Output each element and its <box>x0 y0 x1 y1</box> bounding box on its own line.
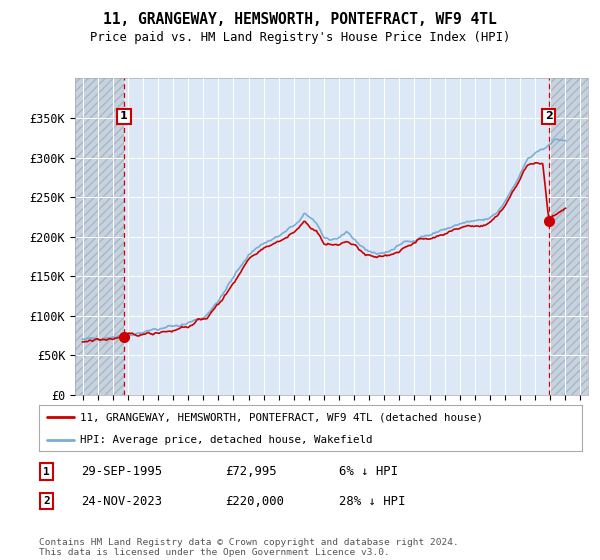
Bar <box>75 78 124 395</box>
Text: 11, GRANGEWAY, HEMSWORTH, PONTEFRACT, WF9 4TL: 11, GRANGEWAY, HEMSWORTH, PONTEFRACT, WF… <box>103 12 497 27</box>
Text: 29-SEP-1995: 29-SEP-1995 <box>81 465 162 478</box>
Text: 24-NOV-2023: 24-NOV-2023 <box>81 494 162 508</box>
Text: £72,995: £72,995 <box>225 465 277 478</box>
Text: 2: 2 <box>43 496 50 506</box>
Text: 6% ↓ HPI: 6% ↓ HPI <box>339 465 398 478</box>
Text: 11, GRANGEWAY, HEMSWORTH, PONTEFRACT, WF9 4TL (detached house): 11, GRANGEWAY, HEMSWORTH, PONTEFRACT, WF… <box>80 412 483 422</box>
Text: Contains HM Land Registry data © Crown copyright and database right 2024.
This d: Contains HM Land Registry data © Crown c… <box>39 538 459 557</box>
Text: 28% ↓ HPI: 28% ↓ HPI <box>339 494 406 508</box>
Text: HPI: Average price, detached house, Wakefield: HPI: Average price, detached house, Wake… <box>80 435 372 445</box>
Text: 1: 1 <box>43 466 50 477</box>
Text: £220,000: £220,000 <box>225 494 284 508</box>
Text: 1: 1 <box>120 111 128 122</box>
Bar <box>549 78 588 395</box>
Text: 2: 2 <box>545 111 553 122</box>
Text: Price paid vs. HM Land Registry's House Price Index (HPI): Price paid vs. HM Land Registry's House … <box>90 31 510 44</box>
